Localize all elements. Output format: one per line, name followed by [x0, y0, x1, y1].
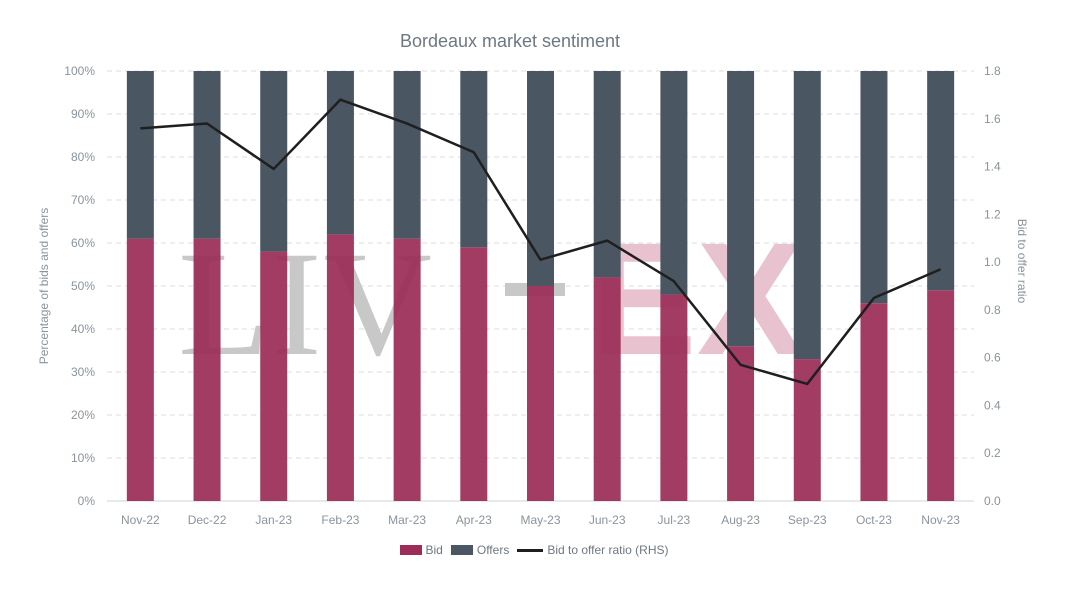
y-tick-label: 10% — [71, 451, 95, 465]
y-tick-label: 30% — [71, 365, 95, 379]
x-tick-label: Oct-23 — [856, 513, 892, 527]
legend-item-bid[interactable]: Bid — [399, 543, 443, 557]
y2-tick-label: 0.2 — [984, 446, 1001, 460]
y-tick-label: 100% — [64, 64, 95, 78]
bar-offers — [460, 71, 488, 248]
y-tick-label: 20% — [71, 408, 95, 422]
x-tick-label: Jan-23 — [255, 513, 292, 527]
x-tick-label: Jul-23 — [658, 513, 691, 527]
y-tick-label: 40% — [71, 322, 95, 336]
legend-item-ratio[interactable]: Bid to offer ratio (RHS) — [517, 543, 668, 557]
bar-offers — [660, 71, 688, 295]
x-tick-label: May-23 — [520, 513, 560, 527]
y2-tick-label: 0.4 — [984, 398, 1001, 412]
bar-bid — [727, 346, 755, 501]
y-axis-title: Percentage of bids and offers — [37, 208, 51, 365]
legend-swatch-offers — [450, 545, 473, 555]
x-tick-label: Apr-23 — [456, 513, 492, 527]
bar-bid — [126, 238, 154, 501]
y-tick-label: 0% — [78, 494, 96, 508]
bar-offers — [860, 71, 888, 304]
watermark-ex: EX — [590, 209, 803, 388]
legend-label-bid: Bid — [425, 543, 443, 557]
x-tick-label: Feb-23 — [321, 513, 359, 527]
y2-tick-label: 1.0 — [984, 255, 1001, 269]
bar-bid — [326, 234, 354, 501]
y2-tick-label: 1.4 — [984, 160, 1001, 174]
y2-tick-label: 1.2 — [984, 207, 1001, 221]
y2-axis-title: Bid to offer ratio — [1015, 219, 1029, 304]
bar-offers — [126, 71, 154, 239]
y-tick-label: 70% — [71, 193, 95, 207]
x-tick-label: Nov-22 — [121, 513, 160, 527]
bar-bid — [593, 277, 621, 501]
legend-swatch-ratio — [517, 548, 544, 552]
bar-bid — [393, 238, 421, 501]
legend-label-ratio: Bid to offer ratio (RHS) — [547, 543, 669, 557]
bar-offers — [193, 71, 221, 239]
legend-label-offers: Offers — [476, 543, 510, 557]
bar-bid — [660, 294, 688, 501]
x-tick-label: Aug-23 — [721, 513, 760, 527]
bar-offers — [793, 71, 821, 360]
x-tick-label: Dec-22 — [188, 513, 227, 527]
bar-offers — [927, 71, 955, 291]
y2-tick-label: 1.6 — [984, 112, 1001, 126]
y2-tick-label: 0.0 — [984, 494, 1001, 508]
bar-offers — [727, 71, 755, 347]
bar-bid — [260, 251, 288, 501]
y-tick-label: 80% — [71, 150, 95, 164]
legend-swatch-bid — [399, 545, 422, 555]
x-tick-label: Nov-23 — [921, 513, 960, 527]
bar-bid — [527, 286, 554, 501]
y-tick-label: 60% — [71, 236, 95, 250]
bar-offers — [527, 71, 554, 286]
y-tick-label: 90% — [71, 107, 95, 121]
bar-bid — [860, 303, 888, 501]
x-tick-label: Jun-23 — [589, 513, 626, 527]
chart-legend: Bid Offers Bid to offer ratio (RHS) — [0, 543, 1068, 557]
bar-offers — [326, 71, 354, 235]
bar-offers — [393, 71, 421, 239]
y-tick-label: 50% — [71, 279, 95, 293]
legend-item-offers[interactable]: Offers — [450, 543, 510, 557]
ratio-line — [140, 98, 942, 386]
x-tick-label: Mar-23 — [388, 513, 426, 527]
bar-bid — [193, 238, 221, 501]
y2-tick-label: 1.8 — [984, 64, 1001, 78]
x-tick-label: Sep-23 — [788, 513, 827, 527]
bar-bid — [460, 247, 488, 501]
bar-bid — [927, 290, 955, 501]
y2-tick-label: 0.6 — [984, 351, 1001, 365]
chart-title: Bordeaux market sentiment — [399, 31, 621, 51]
y2-tick-label: 0.8 — [984, 303, 1001, 317]
